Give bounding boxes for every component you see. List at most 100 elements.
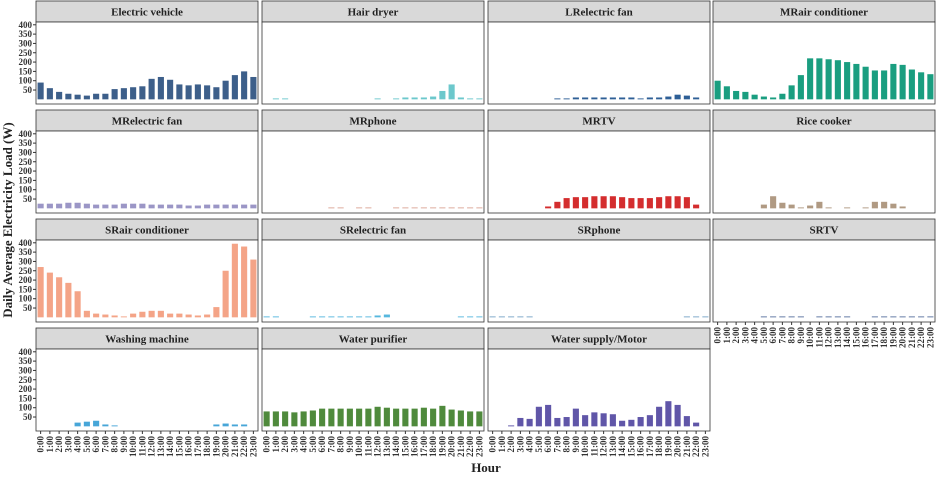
bar	[600, 413, 607, 427]
bar	[222, 204, 229, 209]
bar	[231, 204, 238, 209]
x-tick-label: 6:00	[543, 436, 553, 453]
bar	[797, 207, 804, 209]
bar	[545, 206, 552, 209]
x-tick-label: 17:00	[870, 327, 880, 348]
panel	[487, 130, 711, 214]
panel	[487, 348, 711, 432]
bar	[609, 97, 616, 100]
panel	[487, 21, 711, 105]
x-tick-label: 14:00	[165, 436, 175, 457]
bar	[393, 207, 400, 209]
bar	[222, 80, 229, 100]
x-tick-label: 17:00	[419, 436, 429, 457]
bar	[591, 412, 598, 427]
bar	[46, 272, 53, 318]
bar	[65, 202, 72, 209]
bar	[111, 89, 118, 100]
panel-title: LRelectric fan	[565, 7, 633, 19]
panel	[712, 130, 936, 214]
x-tick-label: 22:00	[691, 436, 701, 457]
bar	[148, 78, 155, 100]
x-tick-label: 2:00	[506, 436, 516, 453]
x-tick-label: 5:00	[82, 436, 92, 453]
bar	[213, 87, 220, 100]
bar	[489, 316, 496, 318]
bar	[844, 316, 851, 318]
y-tick-label: 250	[19, 48, 33, 58]
bar	[157, 204, 164, 209]
bar	[319, 408, 326, 427]
bar	[130, 87, 137, 100]
bar	[328, 408, 335, 427]
bar	[420, 407, 427, 427]
bar	[881, 201, 888, 209]
x-tick-label: 0:00	[36, 436, 46, 453]
x-tick-label: 15:00	[174, 436, 184, 457]
bar	[788, 316, 795, 318]
bar	[411, 408, 418, 427]
bar	[467, 411, 474, 427]
bar	[656, 406, 663, 427]
bar	[476, 316, 483, 318]
bar	[637, 98, 644, 100]
x-tick-label: 14:00	[617, 436, 627, 457]
y-axis-title: Daily Average Electricity Load (W)	[0, 122, 15, 317]
bar	[733, 90, 740, 100]
y-tick-label: 400	[19, 20, 33, 30]
y-tick-label: 300	[19, 147, 33, 157]
bar	[554, 98, 561, 100]
bar	[300, 411, 307, 427]
bar	[157, 76, 164, 100]
bar	[328, 207, 335, 209]
bar	[742, 91, 749, 100]
bar	[476, 411, 483, 427]
panel	[712, 21, 936, 105]
bar	[844, 207, 851, 209]
y-tick-label: 100	[19, 185, 33, 195]
x-tick-label: 0:00	[488, 436, 498, 453]
bar	[683, 416, 690, 427]
bar	[309, 410, 316, 427]
bar	[779, 316, 786, 318]
bar	[37, 203, 44, 209]
bar	[572, 408, 579, 427]
bar	[899, 206, 906, 209]
bar	[779, 202, 786, 209]
bar	[176, 313, 183, 318]
bar	[779, 93, 786, 100]
panel-title: Hair dryer	[348, 7, 399, 19]
bar	[46, 203, 53, 209]
bar	[93, 420, 100, 427]
bar	[890, 203, 897, 209]
x-tick-label: 8:00	[787, 327, 797, 344]
x-tick-label: 17:00	[645, 436, 655, 457]
y-tick-label: 250	[19, 157, 33, 167]
x-tick-label: 6:00	[768, 327, 778, 344]
bar	[797, 75, 804, 100]
bar	[148, 204, 155, 209]
y-tick-label: 150	[19, 175, 33, 185]
x-tick-label: 19:00	[211, 436, 221, 457]
bar	[241, 246, 248, 318]
panel-title: Water purifier	[339, 334, 408, 346]
x-tick-label: 6:00	[317, 436, 327, 453]
bar	[430, 207, 437, 209]
x-tick-label: 4:00	[525, 436, 535, 453]
bar	[120, 316, 127, 318]
bar	[204, 314, 211, 318]
bar	[646, 97, 653, 100]
x-tick-label: 15:00	[400, 436, 410, 457]
bar	[674, 404, 681, 427]
bar	[263, 411, 270, 427]
bar	[807, 205, 814, 209]
x-tick-label: 7:00	[552, 436, 562, 453]
bar	[402, 97, 409, 100]
x-tick-label: 4:00	[73, 436, 83, 453]
bar	[83, 421, 90, 427]
bar	[356, 207, 363, 209]
bar	[120, 203, 127, 209]
bar	[591, 97, 598, 100]
bar	[683, 197, 690, 209]
